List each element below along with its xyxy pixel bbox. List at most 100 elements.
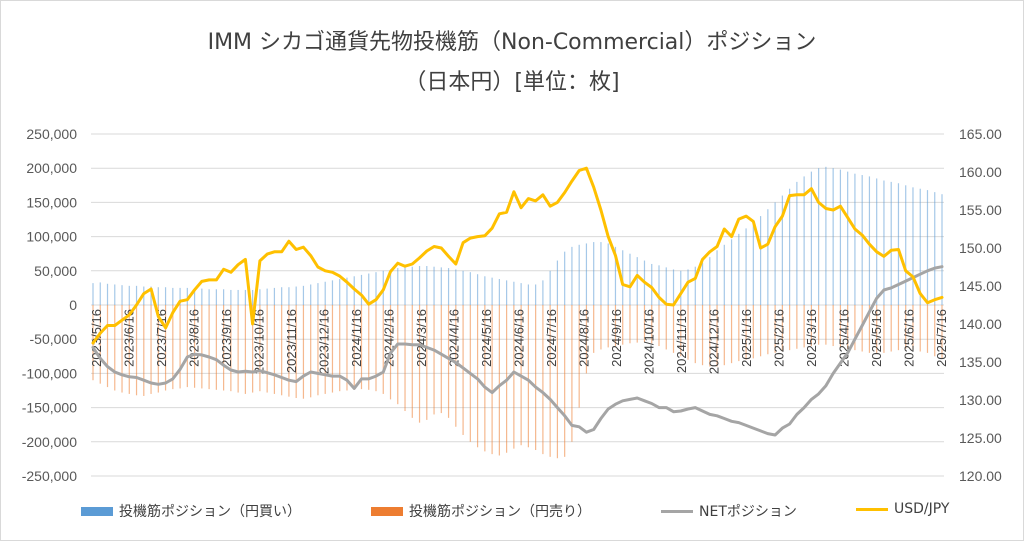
bar-short <box>876 305 878 353</box>
bar-long <box>476 274 479 305</box>
bar-short <box>128 305 130 394</box>
bar-long <box>622 250 624 305</box>
bar-short <box>556 305 559 459</box>
bar-short <box>629 305 631 344</box>
bar-long <box>339 279 341 305</box>
bar-long <box>774 202 776 305</box>
x-tick-label: 2025/7/16 <box>934 309 949 367</box>
bar-long <box>484 276 486 305</box>
legend-swatch-short <box>371 506 403 516</box>
x-tick-label: 2024/4/16 <box>447 309 462 367</box>
bar-short <box>810 305 812 347</box>
bar-long <box>368 273 370 305</box>
bar-long <box>614 246 617 305</box>
bar-long <box>564 251 566 305</box>
bar-long <box>215 289 217 305</box>
y-left-tick-label: -200,000 <box>22 434 77 450</box>
bar-long <box>397 268 399 305</box>
x-tick-label: 2023/10/16 <box>252 309 267 374</box>
bar-short <box>172 305 174 390</box>
y-right-tick-label: 165.00 <box>959 126 1002 142</box>
y-right-tick-label: 140.00 <box>959 316 1002 332</box>
bar-short <box>447 305 450 418</box>
bar-long <box>172 287 174 305</box>
bar-long <box>92 283 94 305</box>
legend-label-long: 投機筋ポジション（円買い） <box>119 504 301 520</box>
bar-long <box>302 285 305 305</box>
x-tick-label: 2025/6/16 <box>902 309 917 367</box>
bar-long <box>106 283 109 305</box>
bar-long <box>723 244 725 305</box>
usdjpy-line <box>91 166 944 345</box>
bar-short <box>745 305 747 360</box>
bar-short <box>926 305 929 353</box>
bar-long <box>331 280 334 305</box>
bar-long <box>876 178 878 305</box>
x-tick-label: 2025/5/16 <box>869 309 884 367</box>
bar-short <box>847 305 849 349</box>
bar-short <box>230 305 232 392</box>
bar-long <box>629 253 631 305</box>
bar-long <box>360 274 363 305</box>
bar-long <box>527 284 529 305</box>
bar-short <box>106 305 109 388</box>
bar-short <box>643 305 646 342</box>
bar-long <box>201 288 203 305</box>
bar-short <box>752 305 754 359</box>
bar-long <box>781 195 783 305</box>
bar-long <box>716 250 718 305</box>
bar-long <box>128 285 130 305</box>
bar-short <box>281 305 283 396</box>
x-tick-label: 2024/1/16 <box>349 309 364 367</box>
bar-short <box>905 305 907 349</box>
bar-short <box>266 305 268 393</box>
bar-short <box>317 305 319 396</box>
y-right-tick-label: 120.00 <box>959 468 1002 484</box>
bar-long <box>157 287 159 305</box>
bar-short <box>353 305 355 390</box>
x-tick-label: 2024/11/16 <box>674 309 689 373</box>
bar-long <box>680 270 682 305</box>
bar-long <box>789 188 791 305</box>
bar-short <box>295 305 297 399</box>
bar-short <box>418 305 421 423</box>
legend-swatch-usdjpy <box>856 507 888 511</box>
chart-subtitle: （日本円）[単位：枚] <box>404 70 620 95</box>
bar-short <box>179 305 181 389</box>
bar-short <box>324 305 326 394</box>
bar-short <box>404 305 406 412</box>
bar-short <box>215 305 217 390</box>
bar-long <box>462 270 464 305</box>
bar-long <box>223 289 225 305</box>
bar-short <box>237 305 239 393</box>
bar-long <box>208 289 210 305</box>
bar-short <box>549 305 551 457</box>
bar-short <box>157 305 159 393</box>
bar-short <box>440 305 442 414</box>
bar-short <box>694 305 696 364</box>
bar-long <box>941 194 943 305</box>
x-tick-label: 2024/5/16 <box>479 309 494 367</box>
bar-long <box>324 281 326 305</box>
bar-long <box>288 287 290 305</box>
bar-long <box>701 262 704 305</box>
bar-short <box>803 305 805 348</box>
bar-short <box>585 305 588 374</box>
bar-short <box>723 305 725 366</box>
bar-long <box>571 246 573 305</box>
bar-short <box>868 305 871 353</box>
bar-long <box>252 289 254 305</box>
bar-long <box>752 222 754 305</box>
bar-short <box>716 305 718 367</box>
bar-short <box>433 305 435 415</box>
chart-title-block: IMM シカゴ通貨先物投機筋（Non-Commercial）ポジション （日本円… <box>1 23 1023 103</box>
bar-short <box>164 305 167 391</box>
bar-long <box>447 268 450 305</box>
bar-short <box>426 305 428 420</box>
y-left-tick-label: 250,000 <box>26 126 77 142</box>
x-tick-label: 2023/6/16 <box>122 309 137 367</box>
bar-long <box>114 284 116 305</box>
x-tick-label: 2024/8/16 <box>577 309 592 367</box>
net-position-line <box>91 265 944 437</box>
bar-long <box>549 270 551 305</box>
